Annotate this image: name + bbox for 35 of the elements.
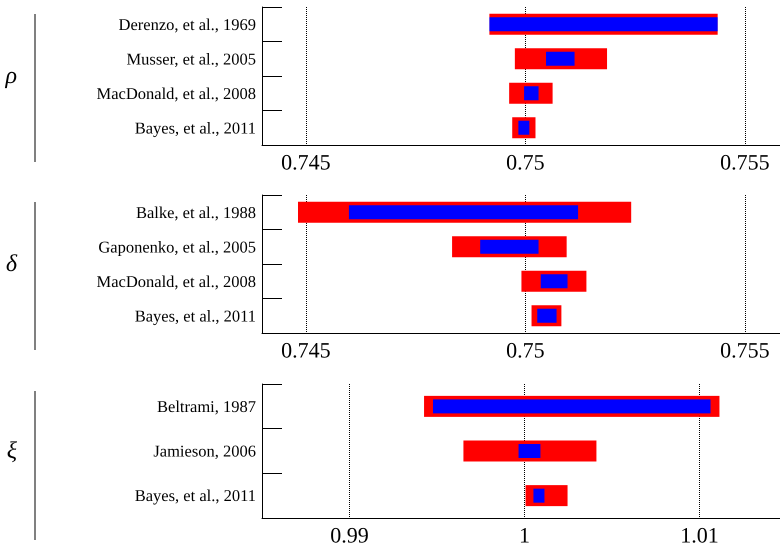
bar <box>432 399 711 414</box>
bar <box>518 120 530 135</box>
x-tick-label: 0.99 <box>330 522 369 546</box>
bar <box>518 444 540 458</box>
bar <box>533 488 544 503</box>
bar <box>524 86 539 100</box>
y-tick-label: Bayes, et al., 2011 <box>134 118 256 138</box>
x-tick-label: 0.745 <box>281 150 331 174</box>
y-tick-label: Jamieson, 2006 <box>153 442 256 460</box>
y-tick-label: Gaponenko, et al., 2005 <box>98 237 256 256</box>
bar <box>540 274 568 288</box>
y-tick-label: Bayes, et al., 2011 <box>134 486 256 506</box>
bar <box>546 52 575 66</box>
x-tick-label: 0.755 <box>720 150 770 174</box>
y-tick-label: Musser, et al., 2005 <box>126 49 256 68</box>
y-axis-title: ρ <box>4 63 17 89</box>
bar <box>463 440 596 462</box>
y-tick-label: Beltrami, 1987 <box>157 396 256 416</box>
x-tick-label: 1 <box>519 522 530 546</box>
bar <box>537 308 557 323</box>
x-tick-label: 0.755 <box>720 338 770 362</box>
bar <box>480 240 539 254</box>
bar <box>348 205 578 220</box>
y-tick-label: MacDonald, et al., 2008 <box>96 272 256 291</box>
y-tick-label: Derenzo, et al., 1969 <box>118 14 256 34</box>
y-tick-label: Bayes, et al., 2011 <box>134 306 256 326</box>
y-axis-title: δ <box>6 251 18 277</box>
x-tick-label: 0.75 <box>506 338 545 362</box>
x-tick-label: 0.75 <box>506 150 545 174</box>
bar <box>489 17 718 32</box>
x-tick-label: 1.01 <box>680 522 719 546</box>
y-tick-label: MacDonald, et al., 2008 <box>96 84 256 103</box>
y-tick-label: Balke, et al., 1988 <box>136 202 256 222</box>
x-tick-label: 0.745 <box>281 338 331 362</box>
y-axis-title: ξ <box>6 438 18 464</box>
